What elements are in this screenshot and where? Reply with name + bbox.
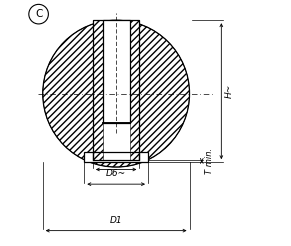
Text: H~: H~ <box>225 84 234 98</box>
Bar <box>84 152 148 162</box>
Bar <box>129 20 139 160</box>
Text: D6~: D6~ <box>106 169 126 178</box>
Bar <box>93 20 139 160</box>
Circle shape <box>43 20 189 167</box>
Text: C: C <box>35 9 42 19</box>
Text: D: D <box>113 154 120 163</box>
Text: T min.: T min. <box>205 148 214 174</box>
Bar <box>103 20 129 123</box>
Text: D1: D1 <box>110 215 123 225</box>
Bar <box>93 20 103 160</box>
Bar <box>93 20 139 160</box>
